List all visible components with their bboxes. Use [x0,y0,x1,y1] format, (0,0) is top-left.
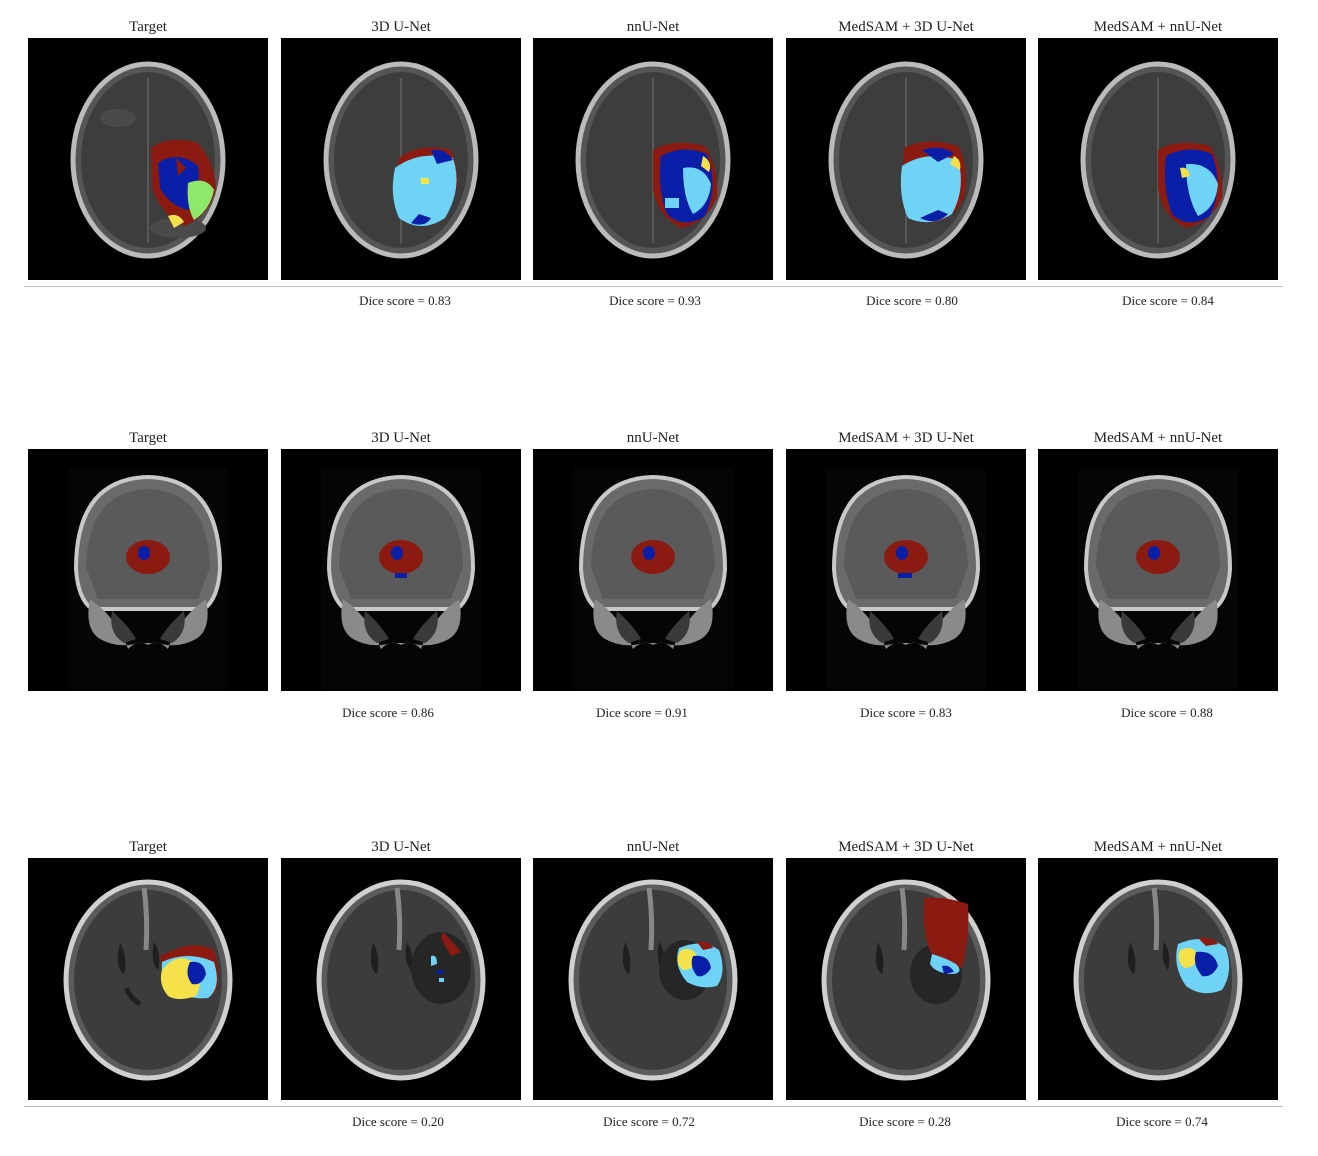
edema-region [930,954,960,974]
mri-panel-medsam-3d-unet [786,38,1026,280]
panel-title: MedSAM + nnU-Net [1093,430,1223,446]
mri-panel-medsam-nnunet [1038,38,1278,280]
panel-title: MedSAM + nnU-Net [1093,19,1223,35]
divider [24,286,1283,287]
panel-title: MedSAM + nnU-Net [1093,839,1223,855]
mri-panel-target [28,38,268,280]
axial-mri-image [63,879,233,1081]
mri-panel-nnunet [533,38,773,280]
yellow-region [1178,948,1198,968]
coronal-mri-image [321,469,481,689]
coronal-mri-image [826,469,986,689]
panel-title: Target [129,839,167,855]
panel-title: Target [129,430,167,446]
dice-score: Dice score = 0.74 [1116,1114,1208,1129]
enhancing-region [187,961,206,985]
enhancing-region [691,955,711,977]
mri-panel-3d-unet [281,858,521,1100]
mri-panel-medsam-nnunet [1038,858,1278,1100]
mri-panel-nnunet [533,449,773,691]
panel-title: 3D U-Net [371,430,431,446]
dice-score: Dice score = 0.80 [866,293,958,308]
necrotic-region [923,897,969,968]
dice-score: Dice score = 0.20 [352,1114,444,1129]
dice-score: Dice score = 0.83 [860,705,952,720]
edema-region [900,156,961,223]
enhancing-region [391,546,403,560]
mri-panel-3d-unet [281,38,521,280]
axial-mri-image [323,61,479,259]
divider [24,1106,1283,1107]
dice-score: Dice score = 0.86 [342,705,434,720]
enhancing-region [896,546,908,560]
mri-panel-3d-unet [281,449,521,691]
enhancing-region [643,546,655,560]
coronal-mri-image [573,469,733,689]
axial-mri-image [1080,61,1236,259]
axial-mri-image [1073,879,1243,1081]
necrotic-region [441,932,461,956]
edema-region [431,955,437,966]
mri-panel-nnunet [533,858,773,1100]
enhancing-region [1194,951,1218,977]
dice-score: Dice score = 0.91 [596,705,688,720]
axial-mri-image [821,879,991,1081]
panel-title: MedSAM + 3D U-Net [838,430,974,446]
axial-mri-image [70,61,226,259]
panel-title: MedSAM + 3D U-Net [838,19,974,35]
panel-title: Target [129,19,167,35]
dice-score: Dice score = 0.93 [609,293,701,308]
edema-region [1186,163,1218,216]
axial-mri-image [316,879,486,1081]
coronal-mri-image [1078,469,1238,689]
panel-title: nnU-Net [626,839,680,855]
axial-mri-image [568,879,738,1081]
mri-panel-target [28,449,268,691]
dice-score: Dice score = 0.28 [859,1114,951,1129]
mri-panel-medsam-nnunet [1038,449,1278,691]
panel-title: nnU-Net [626,19,680,35]
edema-region [187,180,214,220]
edema-region [392,155,457,226]
coronal-mri-image [68,469,228,689]
mri-panel-medsam-3d-unet [786,449,1026,691]
dice-score: Dice score = 0.88 [1121,705,1213,720]
dice-score: Dice score = 0.84 [1122,293,1214,308]
edema-region [683,167,711,214]
dice-score: Dice score = 0.72 [603,1114,695,1129]
dice-score: Dice score = 0.83 [359,293,451,308]
panel-title: 3D U-Net [371,19,431,35]
enhancing-region [138,546,150,560]
panel-title: MedSAM + 3D U-Net [838,839,974,855]
panel-title: 3D U-Net [371,839,431,855]
mri-panel-medsam-3d-unet [786,858,1026,1100]
enhancing-region [1148,546,1160,560]
axial-mri-image [575,61,731,259]
panel-title: nnU-Net [626,430,680,446]
mri-panel-target [28,858,268,1100]
axial-mri-image [828,61,984,259]
